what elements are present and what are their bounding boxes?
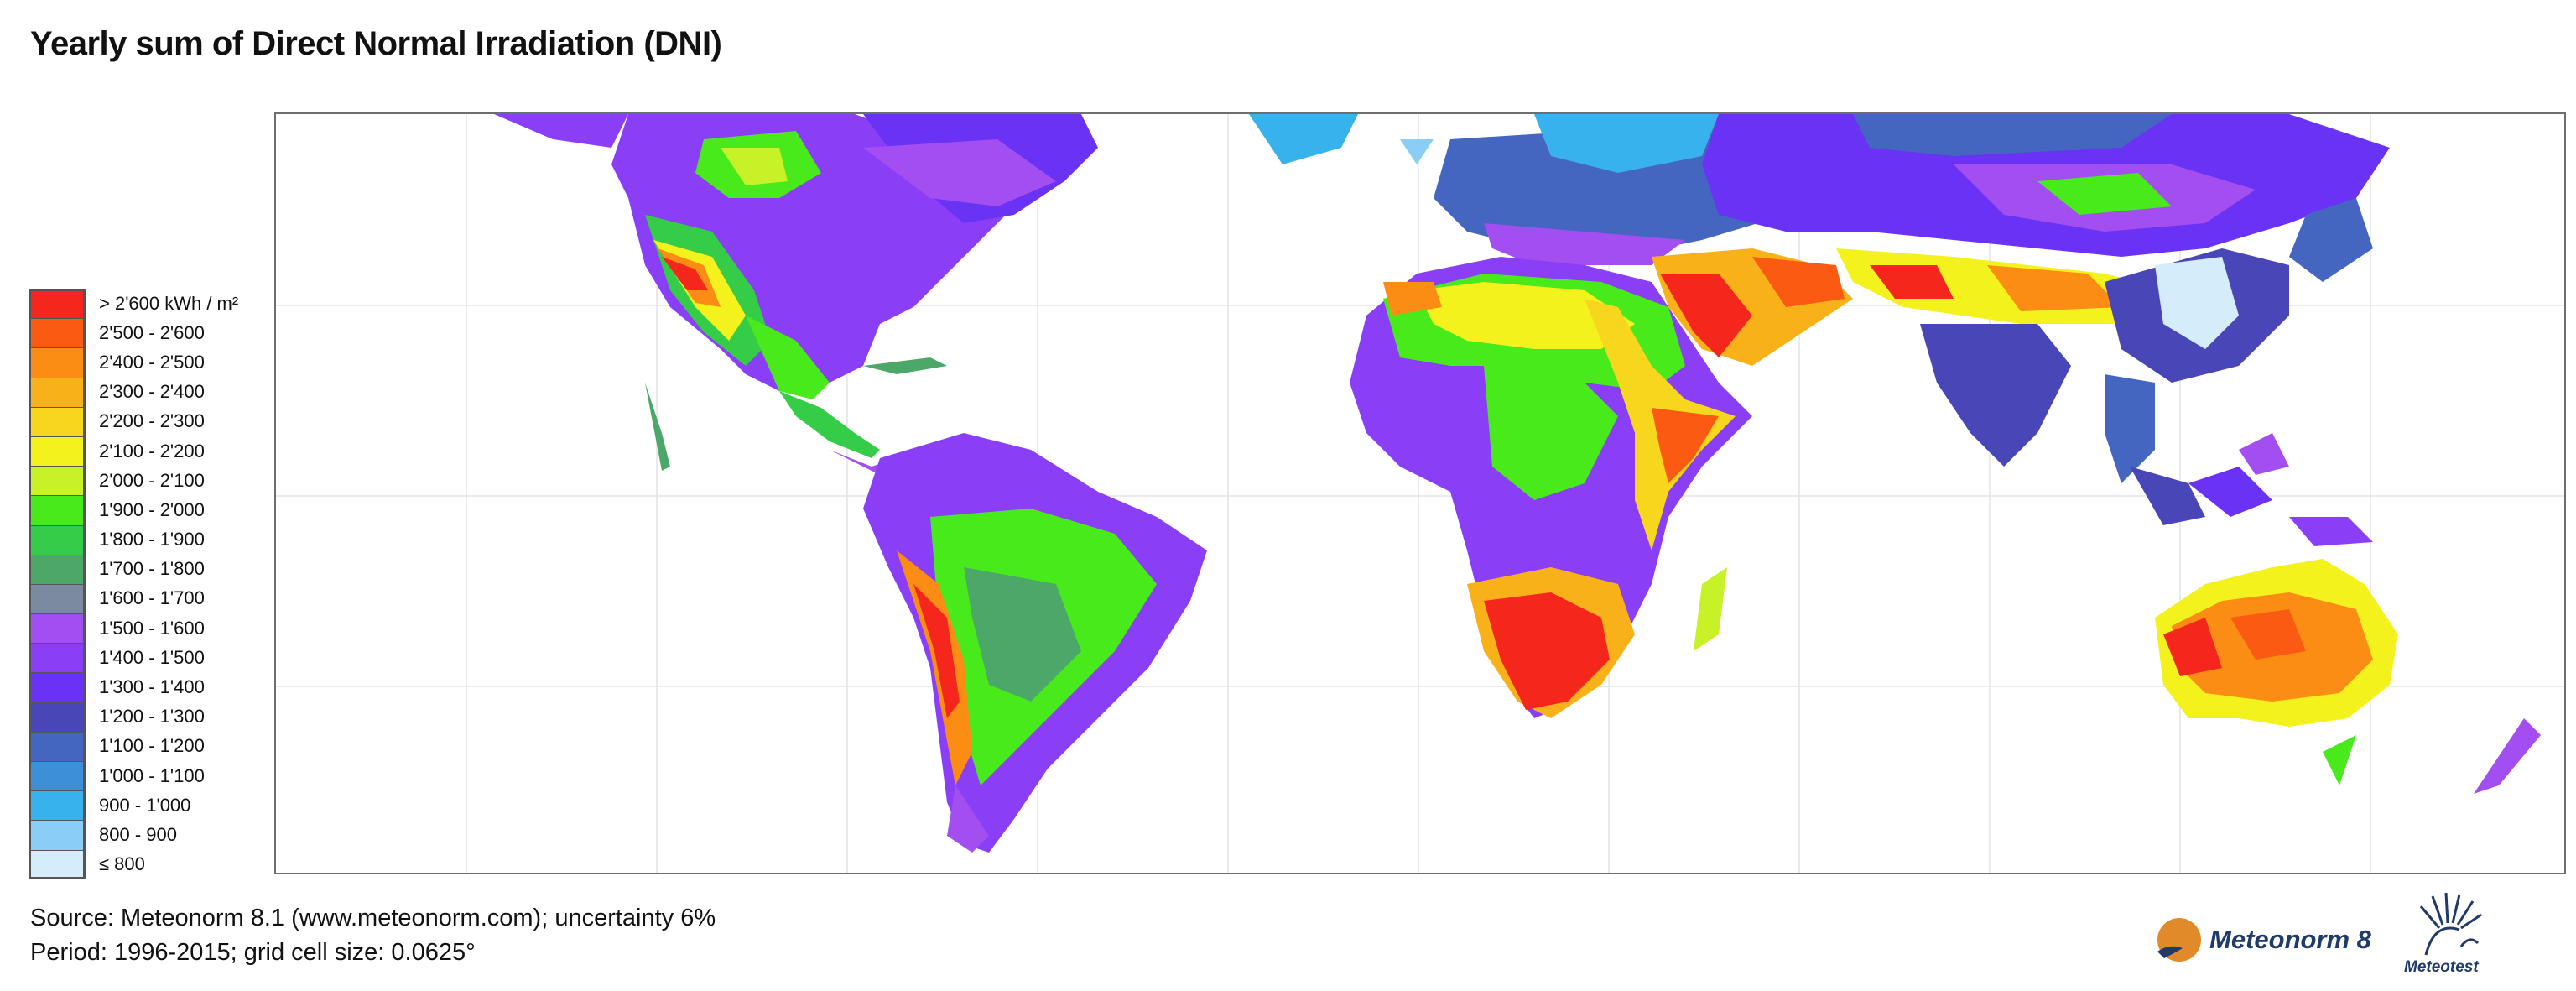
meteonorm-sun-icon: [2157, 918, 2201, 962]
legend-label: 2'000 - 2'100: [99, 469, 205, 491]
legend-swatch: [29, 318, 86, 348]
legend-item: 2'100 - 2'200: [29, 436, 280, 467]
meteotest-logo-text: Meteotest: [2404, 958, 2479, 976]
source-text: Source: Meteonorm 8.1 (www.meteonorm.com…: [30, 905, 716, 931]
meteonorm-logo-text: Meteonorm 8: [2209, 925, 2371, 954]
legend-swatch: [29, 613, 86, 644]
legend-swatch: [29, 761, 86, 791]
legend-swatch: [29, 643, 86, 673]
legend-item: 1'500 - 1'600: [29, 613, 280, 644]
legend-item: 1'700 - 1'800: [29, 554, 280, 584]
legend-item: 900 - 1'000: [29, 790, 280, 821]
legend-swatch: [29, 495, 86, 525]
legend-label: > 2'600 kWh / m²: [99, 292, 239, 314]
legend-item: 1'900 - 2'000: [29, 495, 280, 525]
world-map: [274, 112, 2566, 874]
legend-label: 1'300 - 1'400: [99, 676, 205, 698]
legend-label: 1'600 - 1'700: [99, 587, 205, 609]
legend: > 2'600 kWh / m² 2'500 - 2'600 2'400 - 2'5…: [29, 289, 280, 879]
legend-label: 2'500 - 2'600: [99, 321, 205, 343]
legend-item: ≤ 800: [29, 849, 280, 879]
legend-label: 1'000 - 1'100: [99, 764, 205, 786]
legend-swatch: [29, 820, 86, 850]
legend-swatch: [29, 583, 86, 614]
greenland: [1249, 114, 1358, 164]
legend-item: 1'300 - 1'400: [29, 672, 280, 702]
legend-item: 2'200 - 2'300: [29, 406, 280, 436]
africa: [1350, 257, 1752, 718]
legend-item: 2'000 - 2'100: [29, 466, 280, 496]
meteonorm-logo: Meteonorm 8: [2152, 915, 2371, 965]
legend-item: 1'600 - 1'700: [29, 583, 280, 614]
legend-label: 2'300 - 2'400: [99, 381, 205, 403]
asia: [1702, 114, 2390, 483]
legend-item: 1'400 - 1'500: [29, 643, 280, 673]
legend-label: 1'200 - 1'300: [99, 706, 205, 728]
southeast-asia: [2130, 433, 2373, 546]
legend-swatch: [29, 672, 86, 702]
legend-swatch: [29, 406, 86, 436]
legend-label: 1'700 - 1'800: [99, 558, 205, 580]
australia: [2155, 559, 2398, 785]
legend-swatch: [29, 849, 86, 879]
map-canvas: [276, 114, 2564, 873]
legend-item: 800 - 900: [29, 820, 280, 850]
legend-swatch: [29, 466, 86, 496]
legend-swatch: [29, 731, 86, 761]
legend-label: 1'100 - 1'200: [99, 735, 205, 757]
legend-item: > 2'600 kWh / m²: [29, 289, 280, 319]
new-zealand: [2474, 718, 2541, 794]
legend-label: ≤ 800: [99, 853, 145, 875]
meteotest-sun-icon: [2419, 892, 2482, 956]
legend-item: 2'500 - 2'600: [29, 318, 280, 348]
legend-item: 2'300 - 2'400: [29, 377, 280, 407]
south-america: [863, 433, 1207, 853]
legend-label: 1'500 - 1'600: [99, 617, 205, 639]
legend-item: 1'200 - 1'300: [29, 702, 280, 732]
north-america: [494, 114, 1098, 471]
legend-swatch: [29, 436, 86, 467]
period-text: Period: 1996-2015; grid cell size: 0.062…: [30, 939, 476, 966]
meteotest-logo: Meteotest: [2401, 888, 2493, 980]
legend-label: 2'400 - 2'500: [99, 351, 205, 373]
legend-label: 1'800 - 1'900: [99, 529, 205, 550]
legend-item: 1'100 - 1'200: [29, 731, 280, 761]
legend-item: 1'800 - 1'900: [29, 524, 280, 555]
legend-label: 2'100 - 2'200: [99, 440, 205, 462]
legend-swatch: [29, 554, 86, 584]
legend-label: 1'900 - 2'000: [99, 498, 205, 520]
legend-item: 1'000 - 1'100: [29, 761, 280, 791]
legend-label: 1'400 - 1'500: [99, 646, 205, 668]
legend-label: 900 - 1'000: [99, 794, 191, 816]
legend-swatch: [29, 289, 86, 319]
legend-swatch: [29, 524, 86, 555]
legend-label: 800 - 900: [99, 823, 177, 845]
legend-label: 2'200 - 2'300: [99, 410, 205, 432]
legend-swatch: [29, 377, 86, 407]
legend-swatch: [29, 790, 86, 821]
legend-item: 2'400 - 2'500: [29, 347, 280, 378]
legend-swatch: [29, 702, 86, 732]
middle-east: [1652, 248, 1853, 366]
map-title: Yearly sum of Direct Normal Irradiation …: [30, 25, 722, 62]
legend-swatch: [29, 347, 86, 378]
